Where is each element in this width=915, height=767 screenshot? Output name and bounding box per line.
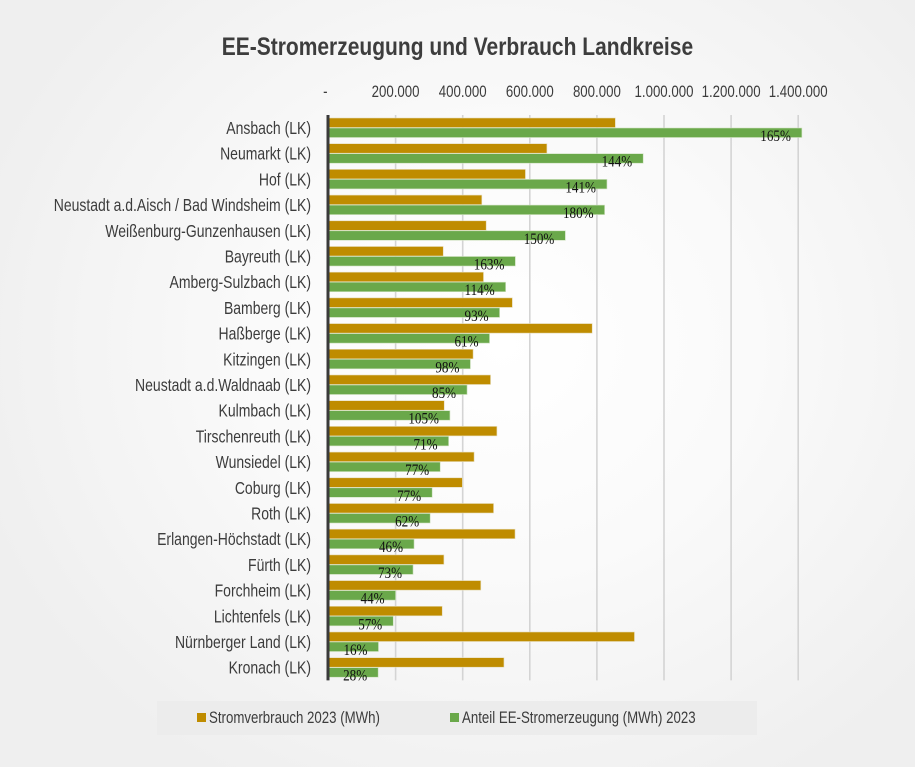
data-label: 150% — [524, 231, 555, 248]
category-label: Haßberge (LK) — [219, 325, 311, 344]
data-label: 141% — [565, 179, 596, 196]
data-label: 44% — [361, 590, 385, 607]
chart-title: EE-Stromerzeugung und Verbrauch Landkrei… — [221, 33, 694, 61]
data-label: 144% — [602, 154, 633, 171]
data-label: 46% — [379, 539, 403, 556]
data-label: 62% — [395, 513, 419, 530]
category-label: Nürnberger Land (LK) — [175, 634, 311, 653]
legend-label-consumption: Stromverbrauch 2023 (MWh) — [209, 708, 380, 727]
category-label: Coburg (LK) — [235, 479, 311, 498]
bar-consumption — [328, 323, 593, 334]
data-labels: 165% 144% 141% 180% 150% 163% 114% 93% 61% 98% 85%… — [343, 128, 791, 685]
data-label: 61% — [454, 333, 478, 350]
bar-consumption — [328, 348, 474, 360]
category-label: Wunsiedel (LK) — [216, 454, 311, 473]
bar-consumption — [328, 117, 616, 128]
bar-consumption — [328, 451, 475, 462]
category-label: Bayreuth (LK) — [225, 248, 311, 267]
category-label: Weißenburg-Gunzenhausen (LK) — [105, 222, 311, 241]
bar-generation — [328, 153, 644, 164]
data-label: 85% — [432, 385, 456, 402]
bar-consumption — [328, 220, 487, 231]
category-label: Kronach (LK) — [229, 659, 311, 678]
category-label: Tirschenreuth (LK) — [196, 428, 311, 447]
bar-consumption — [328, 605, 443, 617]
bar-consumption — [328, 400, 445, 411]
bar-consumption — [328, 580, 482, 591]
bar-generation — [328, 127, 803, 138]
data-label: 98% — [435, 359, 459, 376]
bar-consumption — [328, 477, 463, 488]
category-label: Bamberg (LK) — [224, 300, 311, 319]
bar-consumption — [328, 246, 444, 257]
bars — [328, 117, 803, 678]
data-label: 16% — [343, 642, 367, 659]
data-label: 77% — [397, 488, 421, 505]
bar-consumption — [328, 143, 548, 154]
x-tick-label: 400.000 — [439, 83, 487, 102]
category-label: Fürth (LK) — [248, 557, 311, 576]
data-label: 163% — [474, 256, 505, 273]
bar-consumption — [328, 169, 526, 180]
category-label: Neumarkt (LK) — [220, 145, 311, 164]
data-label: 73% — [378, 565, 402, 582]
category-label: Ansbach (LK) — [226, 120, 311, 139]
legend-swatch-consumption — [197, 713, 206, 722]
data-label: 165% — [760, 128, 791, 145]
category-label: Roth (LK) — [251, 505, 311, 524]
bar-consumption — [328, 374, 491, 385]
x-tick-label: 1.200.000 — [702, 83, 761, 102]
legend: Stromverbrauch 2023 (MWh) Anteil EE-Stro… — [157, 701, 757, 735]
category-label: Lichtenfels (LK) — [214, 608, 311, 627]
x-tick-label: 600.000 — [506, 83, 554, 102]
data-label: 57% — [358, 616, 382, 633]
category-label: Kulmbach (LK) — [219, 402, 311, 421]
legend-label-generation: Anteil EE-Stromerzeugung (MWh) 2023 — [462, 708, 696, 727]
category-label: Amberg-Sulzbach (LK) — [170, 274, 311, 293]
category-label: Neustadt a.d.Aisch / Bad Windsheim (LK) — [54, 197, 311, 216]
data-label: 71% — [414, 436, 438, 453]
x-tick-label: 1.400.000 — [769, 83, 828, 102]
data-label: 93% — [465, 308, 489, 325]
data-label: 77% — [405, 462, 429, 479]
data-label: 114% — [465, 282, 495, 299]
data-label: 105% — [408, 411, 439, 428]
category-label: Erlangen-Höchstadt (LK) — [157, 531, 311, 550]
data-label: 180% — [563, 205, 594, 222]
x-tick-label: - — [323, 83, 327, 102]
x-tick-label: 200.000 — [372, 83, 420, 102]
x-tick-label: 800.000 — [573, 83, 621, 102]
x-axis-tick-labels: - 200.000 400.000 600.000 800.000 1.000.000 1.… — [323, 83, 828, 102]
legend-swatch-generation — [450, 713, 459, 722]
category-label: Kitzingen (LK) — [223, 351, 311, 370]
category-label: Hof (LK) — [259, 171, 311, 190]
bar-consumption — [328, 194, 483, 205]
y-axis-category-labels: Ansbach (LK) Neumarkt (LK) Hof (LK) Neustad… — [54, 120, 311, 678]
data-label: 28% — [343, 668, 367, 685]
bar-consumption — [328, 271, 484, 283]
x-tick-label: 1.000.000 — [635, 83, 694, 102]
category-label: Forchheim (LK) — [215, 582, 311, 601]
category-label: Neustadt a.d.Waldnaab (LK) — [135, 377, 311, 396]
bar-consumption — [328, 528, 516, 540]
